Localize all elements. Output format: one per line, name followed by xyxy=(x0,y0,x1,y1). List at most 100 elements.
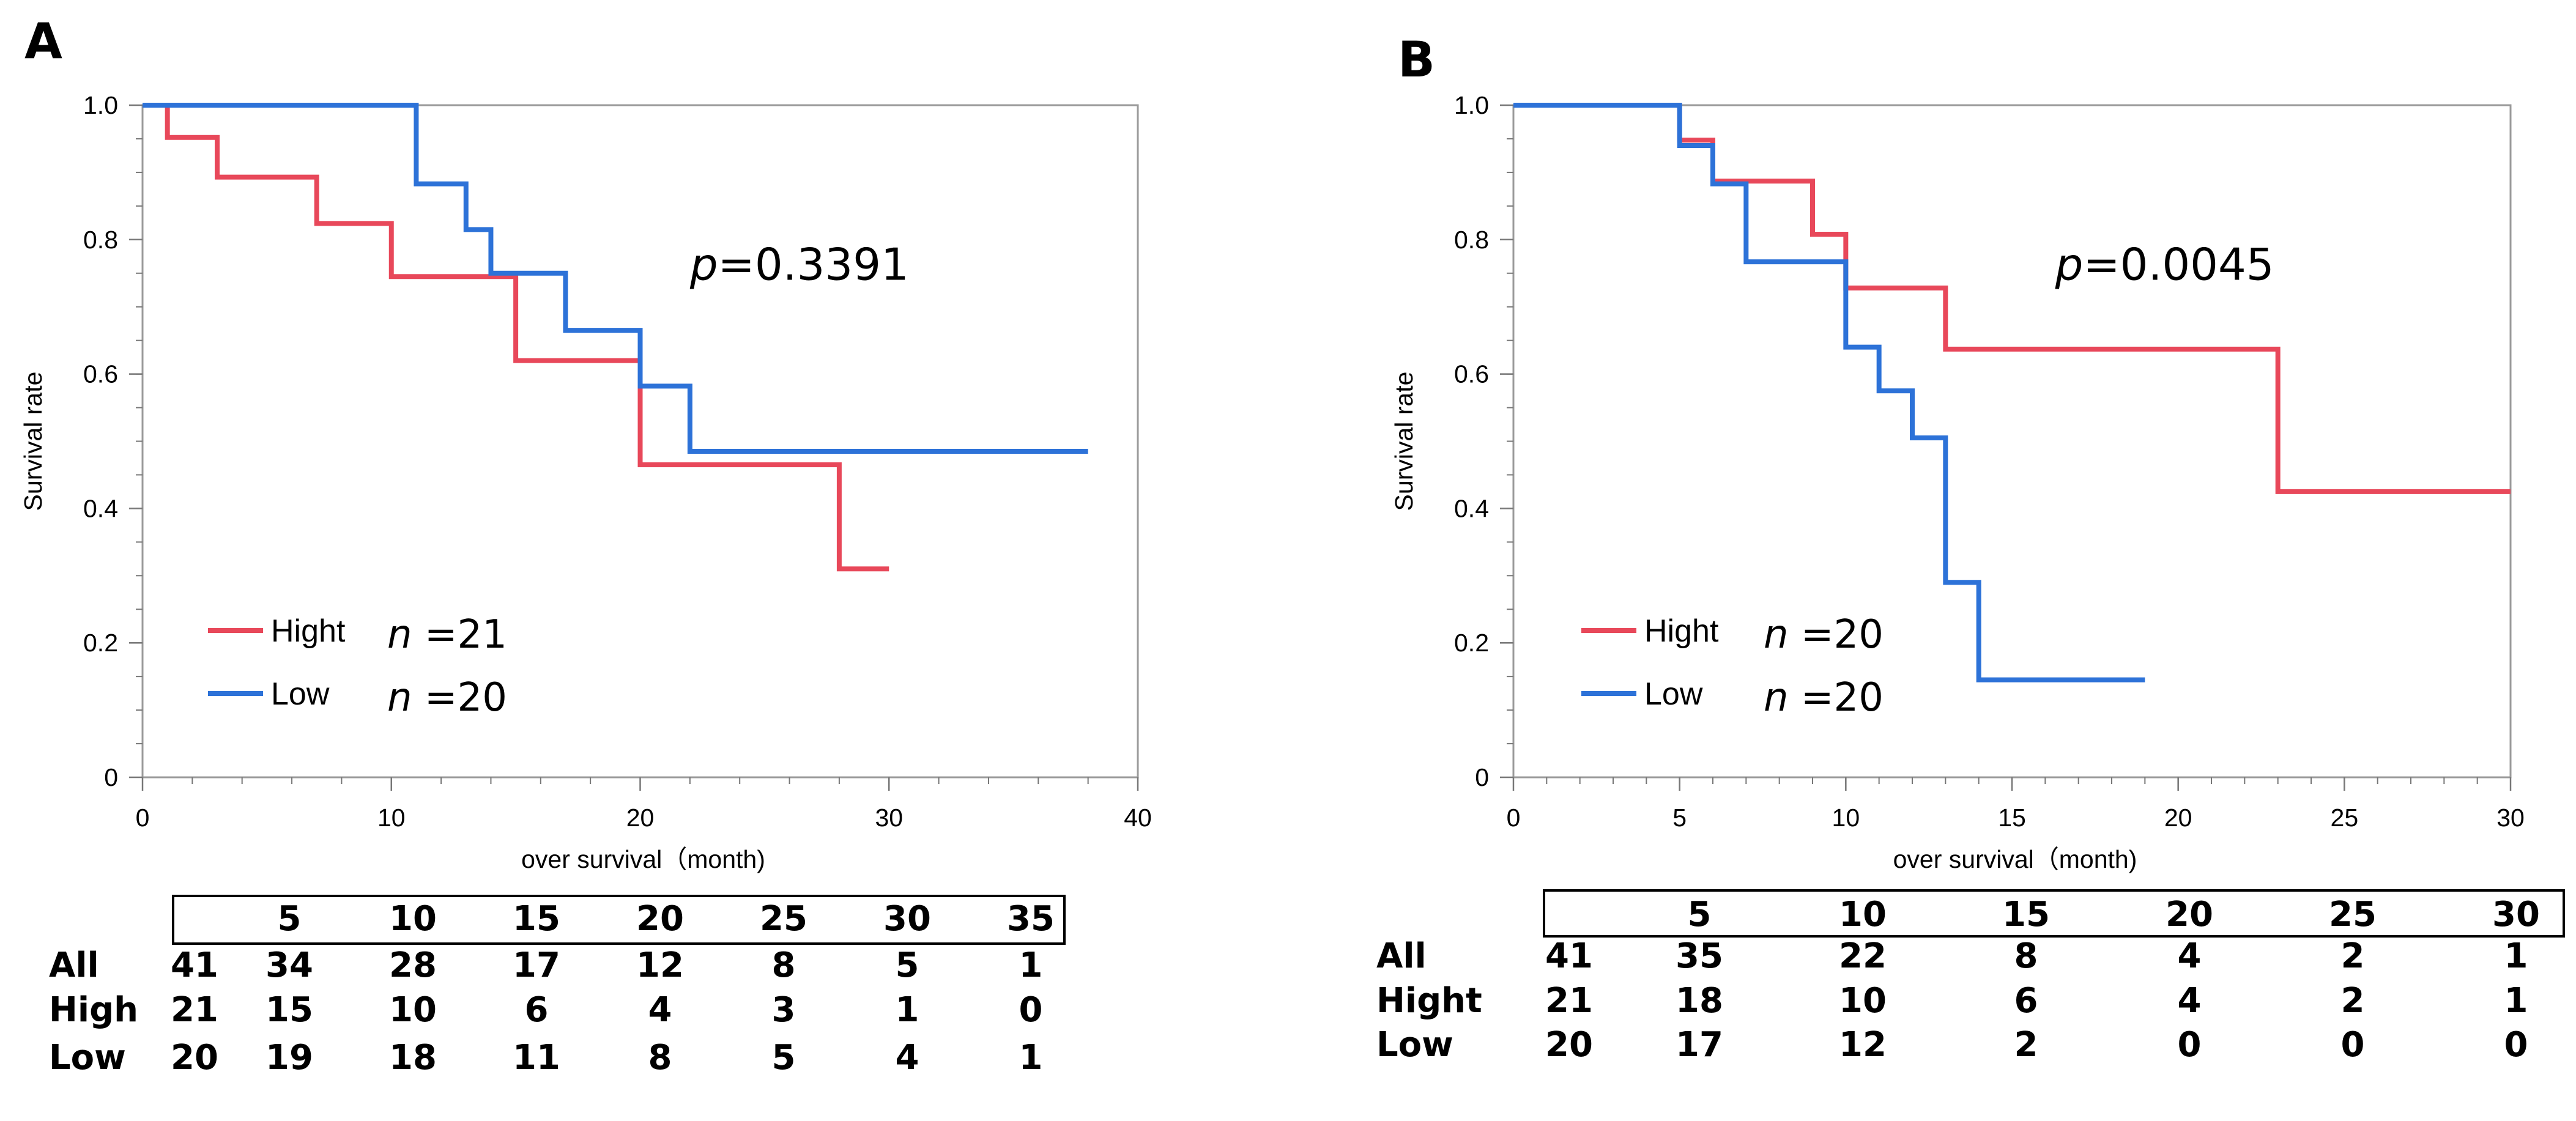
legend-label-low: Low xyxy=(1644,676,1703,712)
risk-table-cell: 4 xyxy=(648,990,672,1030)
risk-table-cell: 8 xyxy=(648,1038,672,1078)
risk-table-time: 15 xyxy=(513,899,560,939)
y-axis-label: Survival rate xyxy=(19,372,47,511)
y-tick-label: 0.6 xyxy=(83,360,118,388)
risk-table-row-label: High xyxy=(49,990,138,1030)
legend-n-value: =20 xyxy=(412,675,507,720)
risk-table-cell: 1 xyxy=(1019,1038,1043,1078)
legend-label-low: Low xyxy=(271,676,330,712)
risk-table-time: 35 xyxy=(1007,899,1055,939)
panel-label: B xyxy=(1398,31,1435,88)
x-tick-label: 10 xyxy=(1832,804,1860,832)
risk-table-cell: 21 xyxy=(1545,981,1593,1021)
risk-table-row-label: All xyxy=(1376,936,1427,976)
legend-n-symbol: n xyxy=(1764,612,1789,657)
risk-table-cell: 5 xyxy=(772,1038,796,1078)
risk-table-cell: 3 xyxy=(772,990,796,1030)
risk-table-cell: 28 xyxy=(389,945,437,985)
risk-table-cell: 20 xyxy=(1545,1025,1593,1065)
x-tick-label: 0 xyxy=(1507,804,1521,832)
risk-table-cell: 8 xyxy=(2014,936,2038,976)
risk-table-cell: 10 xyxy=(389,990,437,1030)
risk-table-cell: 1 xyxy=(1019,945,1043,985)
y-tick-label: 0.8 xyxy=(83,226,118,254)
x-tick-label: 40 xyxy=(1124,804,1152,832)
risk-table-cell: 1 xyxy=(896,990,919,1030)
risk-table-time: 30 xyxy=(2492,895,2540,934)
risk-table-header-box xyxy=(1543,889,2565,938)
survival-curve-hight xyxy=(1513,103,2511,494)
risk-table-header-box xyxy=(172,895,1066,945)
risk-table-cell: 8 xyxy=(772,945,796,985)
risk-table-cell: 35 xyxy=(1676,936,1723,976)
risk-table-time: 25 xyxy=(2329,895,2377,934)
legend-n-value: =20 xyxy=(1789,612,1884,657)
y-tick-label: 0.4 xyxy=(1454,494,1489,522)
legend-label-hight: Hight xyxy=(271,613,346,649)
y-tick-label: 1.0 xyxy=(1454,91,1489,119)
risk-table-cell: 18 xyxy=(1676,981,1723,1021)
risk-table-cell: 41 xyxy=(1545,936,1593,976)
legend-n-symbol: n xyxy=(387,675,412,720)
risk-table-cell: 2 xyxy=(2341,936,2365,976)
p-value-annotation: p=0.3391 xyxy=(689,239,909,290)
y-tick-label: 0.2 xyxy=(1454,629,1489,657)
risk-table-cell: 6 xyxy=(525,990,549,1030)
risk-table-row-label: All xyxy=(49,945,99,985)
risk-table-cell: 12 xyxy=(636,945,684,985)
risk-table-cell: 0 xyxy=(2341,1025,2365,1065)
legend-n-value: =20 xyxy=(1789,675,1884,720)
risk-table-row-label: Hight xyxy=(1376,981,1482,1021)
legend-n-value: =21 xyxy=(412,612,507,657)
x-tick-label: 10 xyxy=(377,804,406,832)
risk-table-cell: 4 xyxy=(2178,981,2202,1021)
y-tick-label: 0.4 xyxy=(83,494,118,522)
x-axis-label: over survival（month) xyxy=(521,845,765,873)
legend-n-symbol: n xyxy=(387,612,412,657)
x-tick-label: 20 xyxy=(2164,804,2192,832)
risk-table-cell: 12 xyxy=(1839,1025,1887,1065)
y-tick-label: 0.2 xyxy=(83,629,118,657)
survival-curve-hight xyxy=(143,103,889,572)
risk-table-cell: 1 xyxy=(2504,981,2528,1021)
p-value-text: =0.3391 xyxy=(718,239,909,290)
risk-table-cell: 22 xyxy=(1839,936,1887,976)
y-tick-label: 0 xyxy=(1475,763,1489,791)
x-tick-label: 15 xyxy=(1998,804,2026,832)
legend-n-low: n =20 xyxy=(387,675,507,720)
p-value-text: =0.0045 xyxy=(2083,239,2274,290)
risk-table-cell: 21 xyxy=(171,990,218,1030)
risk-table-cell: 4 xyxy=(2178,936,2202,976)
risk-table-time: 15 xyxy=(2002,895,2050,934)
p-value-symbol: p xyxy=(689,239,718,290)
y-axis-label: Survival rate xyxy=(1390,372,1418,511)
risk-table-time: 5 xyxy=(278,899,302,939)
risk-table-cell: 34 xyxy=(265,945,313,985)
risk-table-cell: 41 xyxy=(171,945,218,985)
y-tick-label: 1.0 xyxy=(83,91,118,119)
risk-table-cell: 4 xyxy=(896,1038,919,1078)
risk-table-time: 20 xyxy=(2166,895,2213,934)
risk-table-cell: 2 xyxy=(2341,981,2365,1021)
legend-label-hight: Hight xyxy=(1644,613,1719,649)
risk-table-cell: 10 xyxy=(1839,981,1887,1021)
y-tick-label: 0 xyxy=(104,763,118,791)
risk-table-cell: 5 xyxy=(896,945,919,985)
risk-table-cell: 15 xyxy=(265,990,313,1030)
x-tick-label: 30 xyxy=(875,804,903,832)
risk-table-cell: 19 xyxy=(265,1038,313,1078)
survival-curve-low xyxy=(143,103,1088,454)
risk-table-time: 5 xyxy=(1688,895,1712,934)
x-tick-label: 30 xyxy=(2496,804,2525,832)
p-value-annotation: p=0.0045 xyxy=(2055,239,2274,290)
x-tick-label: 5 xyxy=(1672,804,1687,832)
risk-table-cell: 20 xyxy=(171,1038,218,1078)
risk-table-cell: 17 xyxy=(513,945,560,985)
panel-label: A xyxy=(24,13,62,70)
survival-curve-low xyxy=(1513,103,2145,683)
risk-table-cell: 18 xyxy=(389,1038,437,1078)
legend-n-hight: n =20 xyxy=(1764,612,1884,657)
risk-table-cell: 17 xyxy=(1676,1025,1723,1065)
risk-table-cell: 0 xyxy=(1019,990,1043,1030)
